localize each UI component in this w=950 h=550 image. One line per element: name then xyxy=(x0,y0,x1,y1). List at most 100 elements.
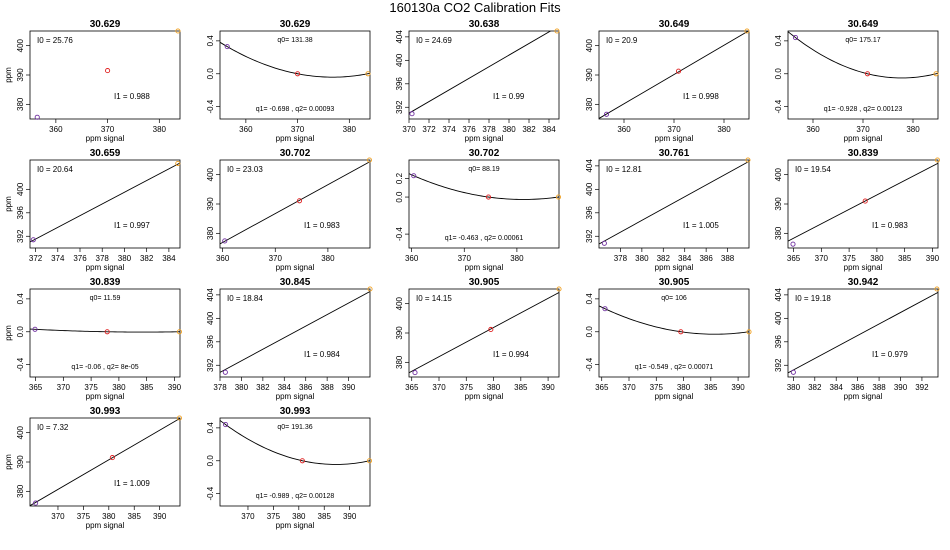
y-tick-label: -0.4 xyxy=(395,227,404,241)
x-tick-label: 382 xyxy=(140,254,154,263)
x-tick-label: 365 xyxy=(29,383,43,392)
x-tick-label: 370 xyxy=(402,125,416,134)
data-point xyxy=(222,369,228,375)
x-tick-label: 365 xyxy=(405,383,419,392)
fit-curve xyxy=(599,31,749,119)
x-tick-label: 380 xyxy=(102,512,116,521)
panel-title: 30.845 xyxy=(280,277,311,288)
annotation-label: q0= 175.17 xyxy=(845,37,880,44)
x-axis-label: ppm signal xyxy=(655,392,694,401)
y-tick-label: 400 xyxy=(585,38,594,52)
data-point xyxy=(366,157,373,163)
annotation-label: q0= 106 xyxy=(661,295,687,302)
y-tick-label: 400 xyxy=(774,311,783,325)
annotation-label: I0 = 12.81 xyxy=(606,165,642,174)
y-tick-label: 396 xyxy=(16,206,25,220)
panel-title: 30.702 xyxy=(280,148,311,159)
data-point xyxy=(33,500,39,506)
annotation-label: I0 = 7.32 xyxy=(37,423,69,432)
data-point xyxy=(603,111,610,117)
x-tick-label: 376 xyxy=(73,254,87,263)
fit-curve xyxy=(599,161,749,245)
data-point xyxy=(296,198,303,204)
plot-area: 30.905 365 370 375 380 385 390 380 390 400 ppm sig… xyxy=(395,277,562,401)
plot-frame xyxy=(598,159,750,249)
panel-title: 30.839 xyxy=(848,148,879,159)
y-tick-label: -0.4 xyxy=(206,486,215,500)
y-tick-label: 0.4 xyxy=(206,35,215,47)
chart-panel-12: 30.845 378 380 382 384 386 388 390 392 396 400 404 p… xyxy=(206,277,373,401)
x-tick-label: 385 xyxy=(318,512,332,521)
plot-area: 30.629 360 370 380 -0.4 0.0 0.4 ppm signal q0= 1… xyxy=(206,19,371,143)
y-tick-label: 396 xyxy=(585,206,594,220)
data-point xyxy=(744,28,750,34)
x-axis-label: ppm signal xyxy=(276,134,315,143)
y-tick-label: 404 xyxy=(585,159,594,173)
data-point xyxy=(224,44,230,50)
y-tick-label: 380 xyxy=(395,355,404,369)
y-tick-label: 0.2 xyxy=(395,172,404,184)
plot-area: 30.761 378 380 382 384 386 388 392 396 400 404 ppm … xyxy=(585,148,751,272)
x-tick-label: 392 xyxy=(915,383,929,392)
x-tick-label: 370 xyxy=(269,254,283,263)
y-tick-label: 392 xyxy=(16,229,25,243)
y-tick-label: 396 xyxy=(395,77,404,91)
annotation-label: q1= -0.928 , q2= 0.00123 xyxy=(824,106,903,113)
plot-frame xyxy=(408,159,560,249)
x-tick-label: 378 xyxy=(96,254,110,263)
y-tick-label: 380 xyxy=(16,484,25,498)
plot-frame xyxy=(29,288,181,378)
annotation-label: I1 = 0.997 xyxy=(114,221,150,230)
fit-curve xyxy=(220,291,370,373)
x-tick-label: 374 xyxy=(442,125,456,134)
fit-curve xyxy=(30,162,180,243)
x-tick-label: 380 xyxy=(292,512,306,521)
x-tick-label: 382 xyxy=(256,383,270,392)
x-tick-label: 390 xyxy=(342,383,356,392)
y-tick-label: 380 xyxy=(206,226,215,240)
y-tick-label: 380 xyxy=(774,226,783,240)
y-tick-label: 0.0 xyxy=(16,326,25,338)
x-tick-label: 385 xyxy=(704,383,718,392)
data-point xyxy=(32,326,38,332)
data-point xyxy=(934,286,940,292)
panel-title: 30.638 xyxy=(469,19,500,30)
x-tick-label: 390 xyxy=(541,383,555,392)
y-tick-label: 400 xyxy=(774,167,783,181)
x-tick-label: 385 xyxy=(140,383,154,392)
y-axis-label: ppm xyxy=(4,325,13,341)
panel-title: 30.942 xyxy=(848,277,879,288)
x-axis-label: ppm signal xyxy=(465,263,504,272)
x-tick-label: 375 xyxy=(77,512,91,521)
x-axis-label: ppm signal xyxy=(276,263,315,272)
annotation-label: I1 = 1.005 xyxy=(683,221,719,230)
data-point xyxy=(175,160,181,167)
data-point xyxy=(862,198,868,204)
x-tick-label: 390 xyxy=(894,383,908,392)
plot-area: 30.659 372 374 376 378 380 382 384 392 396 400 ppm … xyxy=(4,148,181,272)
data-point xyxy=(933,71,939,77)
x-axis-label: ppm signal xyxy=(86,521,125,530)
annotation-label: I1 = 0.979 xyxy=(872,350,908,359)
data-point xyxy=(176,329,182,335)
y-axis-label: ppm xyxy=(4,196,13,212)
y-tick-label: 392 xyxy=(395,100,404,114)
x-tick-label: 385 xyxy=(898,254,912,263)
data-point xyxy=(934,157,940,163)
y-tick-label: 0.4 xyxy=(16,293,25,305)
y-tick-label: 396 xyxy=(774,335,783,349)
data-point xyxy=(409,111,415,117)
y-tick-label: 0.0 xyxy=(585,326,594,338)
annotation-label: q1= -0.549 , q2= 0.00071 xyxy=(635,364,714,371)
x-tick-label: 380 xyxy=(717,125,731,134)
plot-area: 30.839 365 370 375 380 385 390 -0.4 0.0 0.4 ppm si… xyxy=(4,277,182,401)
y-tick-label: 390 xyxy=(16,68,25,82)
fit-curve xyxy=(599,305,749,335)
annotation-label: q0= 191.36 xyxy=(277,424,312,431)
y-tick-label: 390 xyxy=(16,455,25,469)
chart-panel-9: 30.761 378 380 382 384 386 388 392 396 400 404 ppm … xyxy=(585,148,751,272)
x-tick-label: 382 xyxy=(808,383,822,392)
data-point xyxy=(555,194,562,200)
data-point xyxy=(34,114,40,120)
